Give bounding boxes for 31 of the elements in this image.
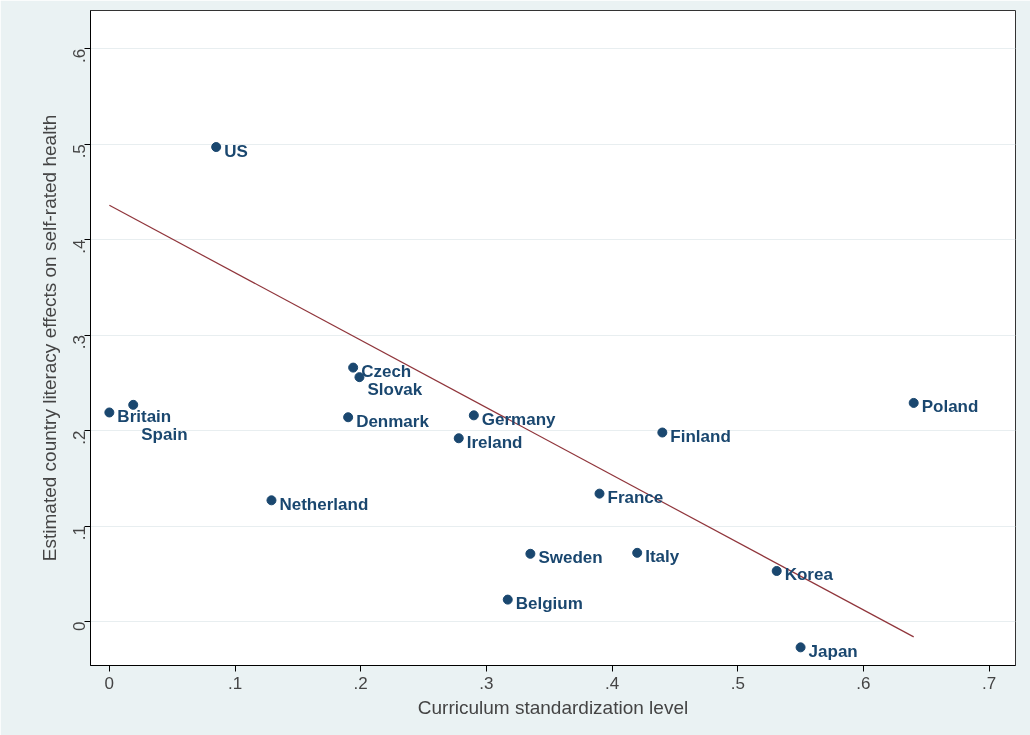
annotation: Britain (117, 406, 172, 426)
y-tick-label: .2 (70, 430, 90, 445)
annotation: Czech (361, 362, 412, 382)
y-tick-label: .5 (70, 144, 90, 159)
x-tick-label: .4 (604, 673, 620, 693)
annotation: Denmark (356, 411, 430, 431)
annotation: Italy (645, 547, 680, 567)
y-tick-label: 0 (70, 621, 90, 632)
y-axis-title: Estimated country literacy effects on self-rated health (38, 114, 60, 562)
annotation: Spain (141, 424, 188, 444)
x-tick-label: .6 (856, 673, 871, 693)
x-tick-label: .3 (479, 673, 494, 693)
x-tick-label: .2 (353, 673, 368, 693)
y-tick-label: .6 (70, 48, 90, 63)
annotation: Ireland (466, 432, 523, 452)
x-axis-title: Curriculum standardization level (417, 696, 689, 718)
x-tick-label: .1 (227, 673, 243, 693)
annotation: Belgium (515, 594, 583, 614)
annotation: Poland (921, 397, 979, 417)
annotation: US (224, 141, 248, 161)
x-tick-label: .7 (982, 673, 997, 693)
annotation: Netherland (279, 494, 369, 514)
annotation: Japan (808, 641, 858, 661)
y-tick-label: .4 (70, 239, 90, 254)
annotation: Sweden (538, 548, 603, 568)
annotation: Finland (670, 427, 731, 447)
annotation: Slovak (367, 380, 423, 400)
x-tick-label: 0 (104, 673, 115, 693)
y-tick-label: .1 (70, 526, 90, 541)
x-tick-label: .5 (730, 673, 745, 693)
y-tick-label: .3 (70, 335, 90, 350)
